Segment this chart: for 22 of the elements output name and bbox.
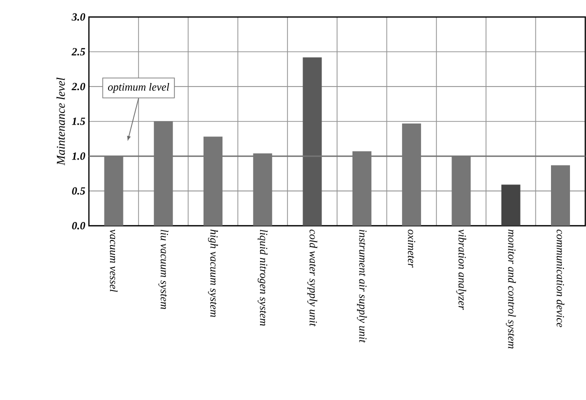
annotation: optimum level bbox=[108, 83, 170, 94]
x-tick-label: oximeter bbox=[408, 230, 416, 268]
bar bbox=[501, 184, 520, 226]
x-tick-label: vibration analyzer bbox=[456, 230, 466, 310]
bar bbox=[302, 58, 322, 226]
x-tick-label: liu vacuum system bbox=[158, 230, 168, 310]
y-tick-label: 0.5 bbox=[72, 187, 86, 195]
bar bbox=[550, 165, 570, 226]
x-tick-label: vacuum vessel bbox=[110, 230, 118, 292]
y-tick-label: 1.5 bbox=[72, 118, 86, 126]
x-tick-label: liquid nitrogen system bbox=[258, 230, 268, 326]
y-tick-label: 2.5 bbox=[72, 48, 86, 56]
x-tick-label: instrument air supply unit bbox=[356, 230, 367, 344]
y-tick-label: 3.0 bbox=[72, 14, 86, 21]
x-tick-label: high vacuum system bbox=[208, 230, 218, 318]
x-tick-label: communication device bbox=[556, 230, 564, 328]
y-tick-label: 2.0 bbox=[72, 83, 86, 91]
x-tick-label: cold water sypply unit bbox=[307, 230, 318, 327]
x-tick-label: monitor and control system bbox=[506, 230, 516, 349]
y-tick-label: 1.0 bbox=[72, 152, 86, 160]
y-axis-title: Maintenance level bbox=[56, 78, 65, 166]
y-tick-label: 0.0 bbox=[72, 222, 86, 230]
